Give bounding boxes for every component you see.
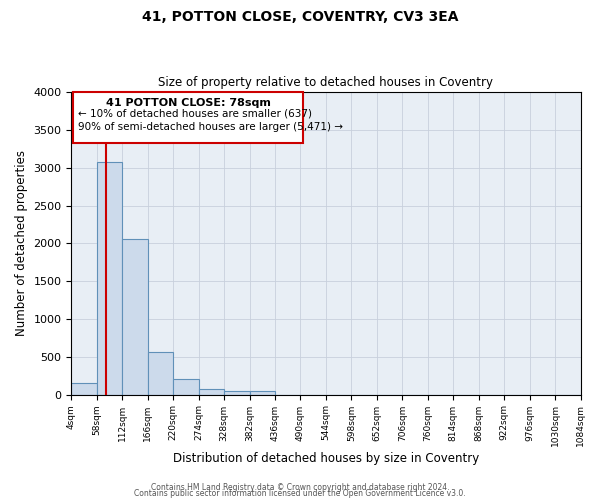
Bar bbox=[173, 380, 199, 394]
Y-axis label: Number of detached properties: Number of detached properties bbox=[15, 150, 28, 336]
Bar bbox=[148, 352, 173, 395]
Text: 41, POTTON CLOSE, COVENTRY, CV3 3EA: 41, POTTON CLOSE, COVENTRY, CV3 3EA bbox=[142, 10, 458, 24]
Text: 41 POTTON CLOSE: 78sqm: 41 POTTON CLOSE: 78sqm bbox=[106, 98, 271, 108]
Bar bbox=[199, 389, 224, 394]
FancyBboxPatch shape bbox=[73, 92, 303, 144]
Title: Size of property relative to detached houses in Coventry: Size of property relative to detached ho… bbox=[158, 76, 493, 90]
Bar bbox=[97, 162, 122, 394]
Text: Contains public sector information licensed under the Open Government Licence v3: Contains public sector information licen… bbox=[134, 490, 466, 498]
Text: Contains HM Land Registry data © Crown copyright and database right 2024.: Contains HM Land Registry data © Crown c… bbox=[151, 484, 449, 492]
Bar bbox=[250, 391, 275, 394]
Text: ← 10% of detached houses are smaller (637): ← 10% of detached houses are smaller (63… bbox=[79, 108, 313, 118]
Bar bbox=[71, 384, 97, 394]
X-axis label: Distribution of detached houses by size in Coventry: Distribution of detached houses by size … bbox=[173, 452, 479, 465]
Bar bbox=[224, 391, 250, 394]
Text: 90% of semi-detached houses are larger (5,471) →: 90% of semi-detached houses are larger (… bbox=[79, 122, 343, 132]
Bar bbox=[122, 239, 148, 394]
